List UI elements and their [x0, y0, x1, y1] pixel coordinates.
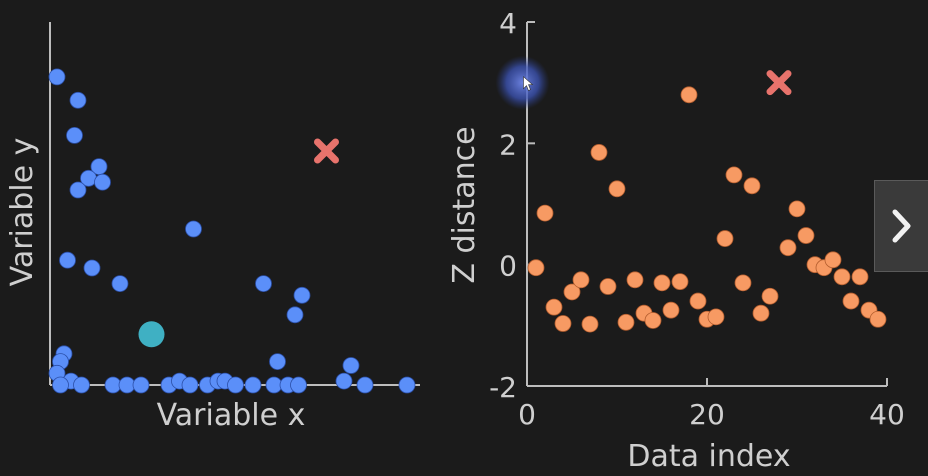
data-point: [59, 251, 76, 269]
data-point: [111, 275, 129, 293]
data-point: [293, 286, 311, 304]
data-point: [662, 301, 680, 319]
data-point: [824, 251, 842, 269]
data-point: [581, 315, 599, 333]
data-point: [69, 181, 87, 199]
data-point: [83, 259, 101, 277]
centroid-point: [138, 321, 165, 348]
data-point: [563, 283, 581, 301]
y-tick-label: 2: [499, 128, 517, 161]
data-point: [69, 91, 87, 109]
data-point: [617, 313, 635, 331]
data-point: [255, 275, 272, 293]
data-point: [398, 376, 416, 394]
next-slide-button[interactable]: [874, 180, 928, 272]
data-point: [653, 274, 671, 292]
data-point: [286, 306, 304, 324]
right-x-label: Data index: [627, 439, 790, 474]
x-tick-label: 0: [518, 398, 536, 431]
y-tick-label: -2: [489, 371, 517, 404]
data-point: [104, 376, 122, 394]
data-point: [680, 86, 698, 104]
data-point: [590, 144, 608, 161]
x-tick-label: 40: [869, 398, 905, 431]
data-point: [644, 312, 662, 329]
data-point: [94, 173, 111, 191]
data-point: [734, 274, 752, 292]
data-point: [527, 259, 545, 277]
y-tick-label: 0: [499, 250, 517, 283]
data-point: [185, 220, 202, 238]
mouse-pointer-icon: [523, 75, 534, 92]
data-point: [608, 180, 626, 198]
data-point: [725, 166, 743, 184]
data-point: [66, 126, 83, 144]
outlier-marker: [766, 70, 792, 96]
data-point: [842, 292, 860, 310]
chevron-right-icon: [892, 209, 910, 243]
left-points: [48, 68, 416, 394]
data-point: [572, 271, 590, 289]
data-point: [779, 239, 797, 257]
data-point: [707, 308, 725, 326]
data-point: [554, 315, 572, 332]
right-points: [495, 55, 887, 333]
data-point: [356, 376, 374, 394]
left-y-label: Variable y: [5, 138, 40, 287]
right-y-label: Z distance: [447, 126, 482, 283]
data-point: [761, 287, 779, 305]
data-point: [833, 268, 851, 286]
data-point: [227, 376, 244, 394]
data-point: [716, 230, 734, 247]
data-point: [599, 278, 617, 295]
data-point: [869, 310, 887, 328]
data-point: [743, 177, 761, 195]
data-point: [788, 200, 806, 218]
data-point: [335, 372, 353, 390]
data-point: [689, 292, 707, 310]
y-tick-label: 4: [499, 7, 517, 40]
data-point: [269, 353, 286, 371]
data-point: [752, 304, 770, 322]
data-point: [132, 376, 150, 394]
outlier-marker: [314, 138, 339, 164]
data-point: [536, 204, 554, 222]
left-x-label: Variable x: [157, 398, 306, 433]
data-point: [290, 376, 307, 394]
data-point: [626, 271, 644, 289]
left-scatter-plot: Variable x Variable y: [5, 22, 420, 433]
data-point: [181, 376, 199, 394]
data-point: [244, 376, 262, 394]
data-point: [671, 273, 689, 291]
data-point: [48, 68, 66, 86]
x-tick-label: 20: [689, 398, 725, 431]
data-point: [851, 268, 869, 286]
cursor-highlight: [495, 55, 550, 110]
data-point: [797, 227, 815, 244]
data-point: [52, 376, 69, 394]
data-point: [545, 298, 563, 316]
data-point: [342, 357, 360, 374]
data-point: [73, 376, 90, 394]
